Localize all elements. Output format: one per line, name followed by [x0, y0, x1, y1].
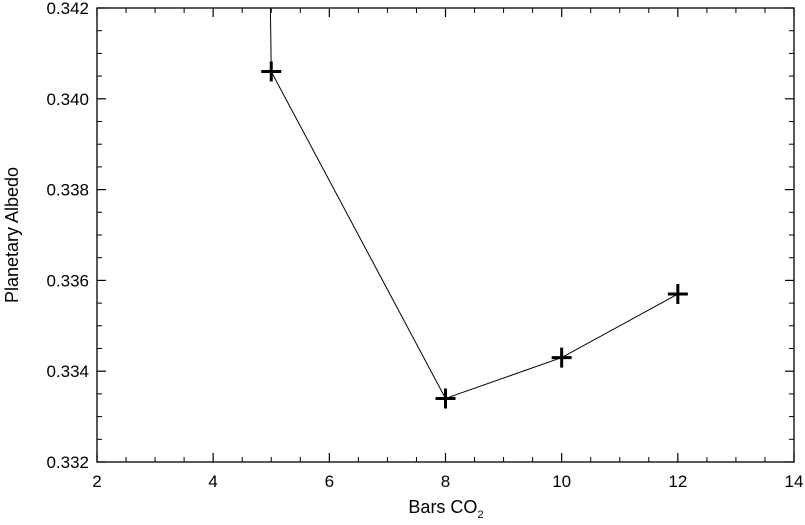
y-tick-label: 0.332 — [46, 453, 89, 472]
y-tick-label: 0.336 — [46, 271, 89, 290]
y-axis-title: Planetary Albedo — [2, 167, 22, 303]
y-tick-label: 0.334 — [46, 362, 89, 381]
data-point-marker — [261, 61, 282, 82]
marker-layer — [261, 61, 688, 409]
y-axis-ticks: 0.332 0.334 0.336 0.338 0.340 0.342 — [46, 0, 794, 472]
series-line — [269, 8, 679, 400]
x-tick-label: 10 — [552, 472, 571, 491]
data-point-marker — [435, 388, 456, 409]
x-axis-title-main: Bars CO — [408, 497, 477, 517]
data-point-marker — [551, 347, 572, 368]
y-tick-label: 0.340 — [46, 90, 89, 109]
x-tick-label: 4 — [208, 472, 217, 491]
x-tick-label: 12 — [668, 472, 687, 491]
x-tick-label: 14 — [785, 472, 804, 491]
x-tick-label: 6 — [325, 472, 334, 491]
x-axis-ticks: 2 4 6 8 10 12 14 — [92, 8, 803, 491]
y-tick-label: 0.342 — [46, 0, 89, 18]
data-point-marker — [667, 284, 688, 305]
x-tick-label: 8 — [441, 472, 450, 491]
y-tick-label: 0.338 — [46, 181, 89, 200]
series-layer — [269, 8, 679, 400]
x-axis-title: Bars CO2 — [408, 497, 483, 521]
x-axis-title-subscript: 2 — [477, 509, 483, 521]
x-tick-label: 2 — [92, 472, 101, 491]
